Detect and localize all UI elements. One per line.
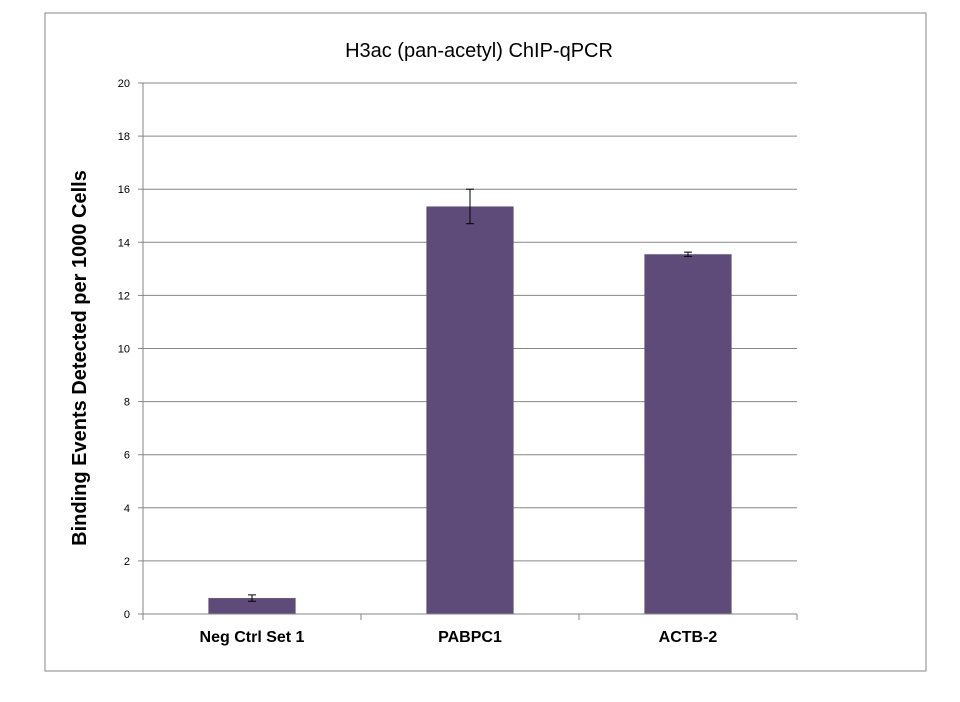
y-tick-label: 16 xyxy=(118,184,130,196)
y-tick-label: 0 xyxy=(124,609,130,621)
y-tick-label: 10 xyxy=(118,344,130,356)
y-tick-label: 12 xyxy=(118,290,130,302)
y-tick-label: 18 xyxy=(118,131,130,143)
bar xyxy=(644,254,732,614)
y-tick-label: 4 xyxy=(124,503,130,515)
y-tick-label: 20 xyxy=(118,78,130,90)
y-tick-label: 8 xyxy=(124,397,130,409)
y-tick-label: 14 xyxy=(118,237,130,249)
y-axis-title: Binding Events Detected per 1000 Cells xyxy=(69,170,91,546)
x-tick-label: Neg Ctrl Set 1 xyxy=(200,629,305,646)
bars xyxy=(208,206,732,614)
y-axis-ticks: 0 2 4 6 8 10 12 14 16 18 20 xyxy=(118,78,143,621)
bar xyxy=(208,598,296,614)
y-tick-label: 2 xyxy=(124,556,130,568)
y-tick-label: 6 xyxy=(124,450,130,462)
axes xyxy=(142,83,798,620)
error-bars xyxy=(248,188,692,602)
x-axis-labels: Neg Ctrl Set 1 PABPC1 ACTB-2 xyxy=(200,629,718,646)
bar xyxy=(426,206,514,614)
chart-title: H3ac (pan-acetyl) ChIP-qPCR xyxy=(345,40,613,62)
x-tick-label: PABPC1 xyxy=(438,629,502,646)
x-tick-label: ACTB-2 xyxy=(659,629,718,646)
